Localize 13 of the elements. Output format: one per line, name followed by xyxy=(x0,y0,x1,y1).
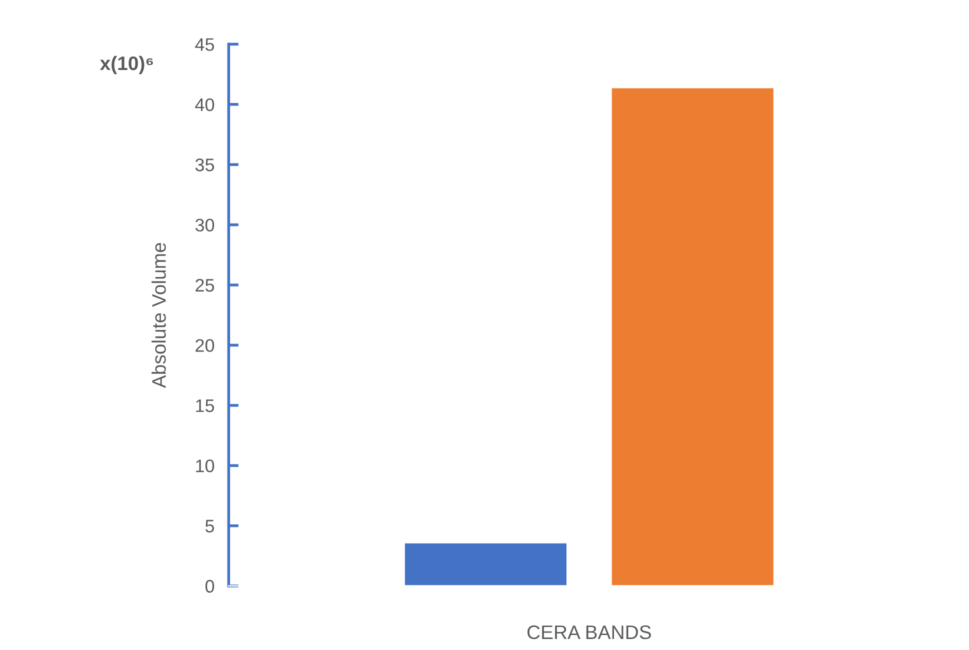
y-tick-label: 30 xyxy=(195,218,214,232)
x-tick-label: CERA BANDS xyxy=(527,625,651,640)
y-tick-label: 10 xyxy=(196,460,214,472)
y-tick-label: 15 xyxy=(196,400,214,412)
y-tick-label: 0 xyxy=(205,580,214,593)
y-tick-label: 5 xyxy=(205,520,214,532)
y-tick-label: 40 xyxy=(195,98,214,112)
y-axis-title: Absolute Volume xyxy=(152,242,166,388)
y-tick-label: 45 xyxy=(195,38,214,51)
y-tick-label: 20 xyxy=(196,339,214,352)
y-tick-label: 35 xyxy=(195,158,214,172)
y-tick-label: 25 xyxy=(196,278,214,292)
text: x(10)⁶ xyxy=(100,56,153,74)
